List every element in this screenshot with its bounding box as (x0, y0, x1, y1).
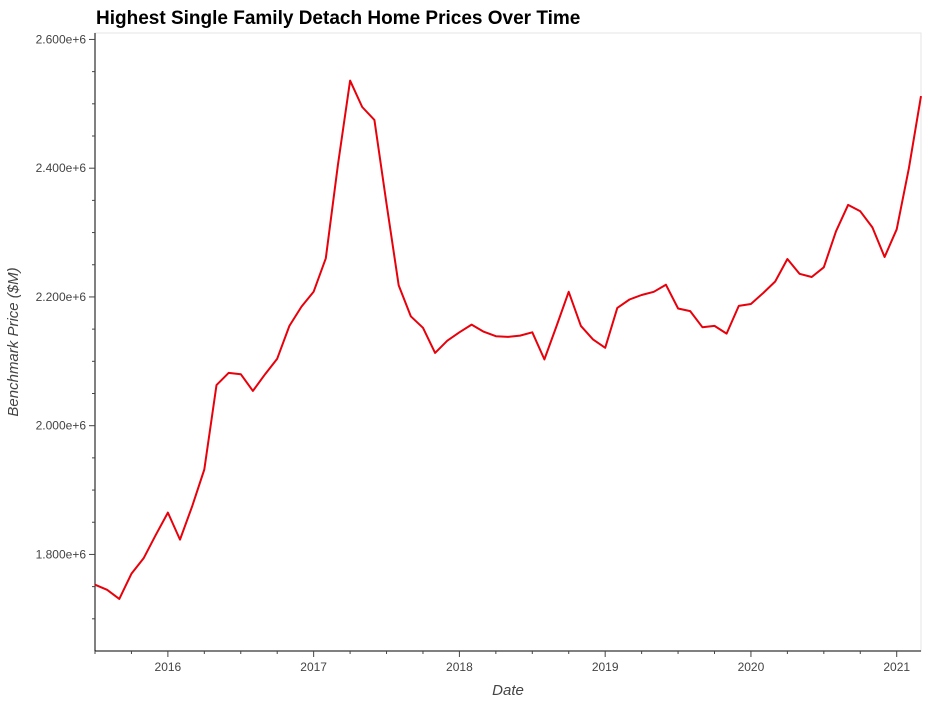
data-point (871, 226, 873, 228)
data-point (495, 335, 497, 337)
data-point (811, 276, 813, 278)
data-point (252, 390, 254, 392)
data-point (240, 373, 242, 375)
y-tick-label: 1.800e+6 (36, 547, 87, 561)
data-point (410, 315, 412, 317)
y-tick-label: 2.200e+6 (36, 290, 87, 304)
data-point (471, 324, 473, 326)
data-point (130, 573, 132, 575)
data-point (653, 291, 655, 293)
x-tick-label: 2016 (155, 660, 182, 674)
data-point (738, 305, 740, 307)
data-point (288, 325, 290, 327)
data-point (215, 384, 217, 386)
data-point (458, 331, 460, 333)
x-tick-label: 2020 (738, 660, 765, 674)
data-point (483, 331, 485, 333)
data-point (701, 326, 703, 328)
data-point (580, 325, 582, 327)
data-point (568, 291, 570, 293)
data-point (908, 167, 910, 169)
data-point (422, 327, 424, 329)
data-point (155, 534, 157, 536)
y-tick-label: 2.000e+6 (36, 419, 87, 433)
data-point (191, 505, 193, 507)
x-tick-label: 2019 (592, 660, 619, 674)
data-point (835, 230, 837, 232)
data-point (543, 358, 545, 360)
data-point (143, 557, 145, 559)
data-point (677, 308, 679, 310)
data-point (628, 299, 630, 301)
plot-frame (94, 32, 922, 652)
data-point (799, 273, 801, 275)
data-point (774, 280, 776, 282)
data-point (604, 347, 606, 349)
data-point (167, 512, 169, 514)
data-point (118, 598, 120, 600)
data-point (264, 373, 266, 375)
data-point (762, 292, 764, 294)
data-point (313, 291, 315, 293)
data-point (507, 336, 509, 338)
data-point (896, 228, 898, 230)
data-point (398, 284, 400, 286)
data-point (884, 256, 886, 258)
y-tick-label: 2.600e+6 (36, 32, 87, 46)
data-point (361, 106, 363, 108)
data-point (301, 306, 303, 308)
data-point (714, 325, 716, 327)
data-point (823, 266, 825, 268)
y-axis-label: Benchmark Price ($M) (5, 267, 22, 416)
data-point (689, 310, 691, 312)
data-point (641, 294, 643, 296)
data-point (203, 468, 205, 470)
data-point (531, 331, 533, 333)
data-point (556, 325, 558, 327)
data-point (859, 210, 861, 212)
data-point (106, 589, 108, 591)
series-line (94, 79, 922, 600)
data-point (616, 307, 618, 309)
data-point (276, 358, 278, 360)
data-point (519, 335, 521, 337)
data-point (434, 352, 436, 354)
data-point (750, 303, 752, 305)
chart-title: Highest Single Family Detach Home Prices… (96, 8, 581, 29)
x-tick-label: 2017 (300, 660, 327, 674)
data-point (446, 340, 448, 342)
data-point (786, 258, 788, 260)
x-axis-label: Date (492, 682, 524, 699)
data-point (726, 333, 728, 335)
data-point (337, 164, 339, 166)
data-point (228, 372, 230, 374)
data-point (325, 257, 327, 259)
data-point (373, 119, 375, 121)
data-point (179, 539, 181, 541)
y-tick-label: 2.400e+6 (36, 161, 87, 175)
data-point (386, 203, 388, 205)
data-point (349, 80, 351, 82)
data-point (665, 284, 667, 286)
data-point (920, 95, 922, 97)
data-point (94, 584, 96, 586)
x-tick-label: 2018 (446, 660, 473, 674)
data-point (592, 338, 594, 340)
data-point (847, 204, 849, 206)
x-tick-label: 2021 (883, 660, 910, 674)
